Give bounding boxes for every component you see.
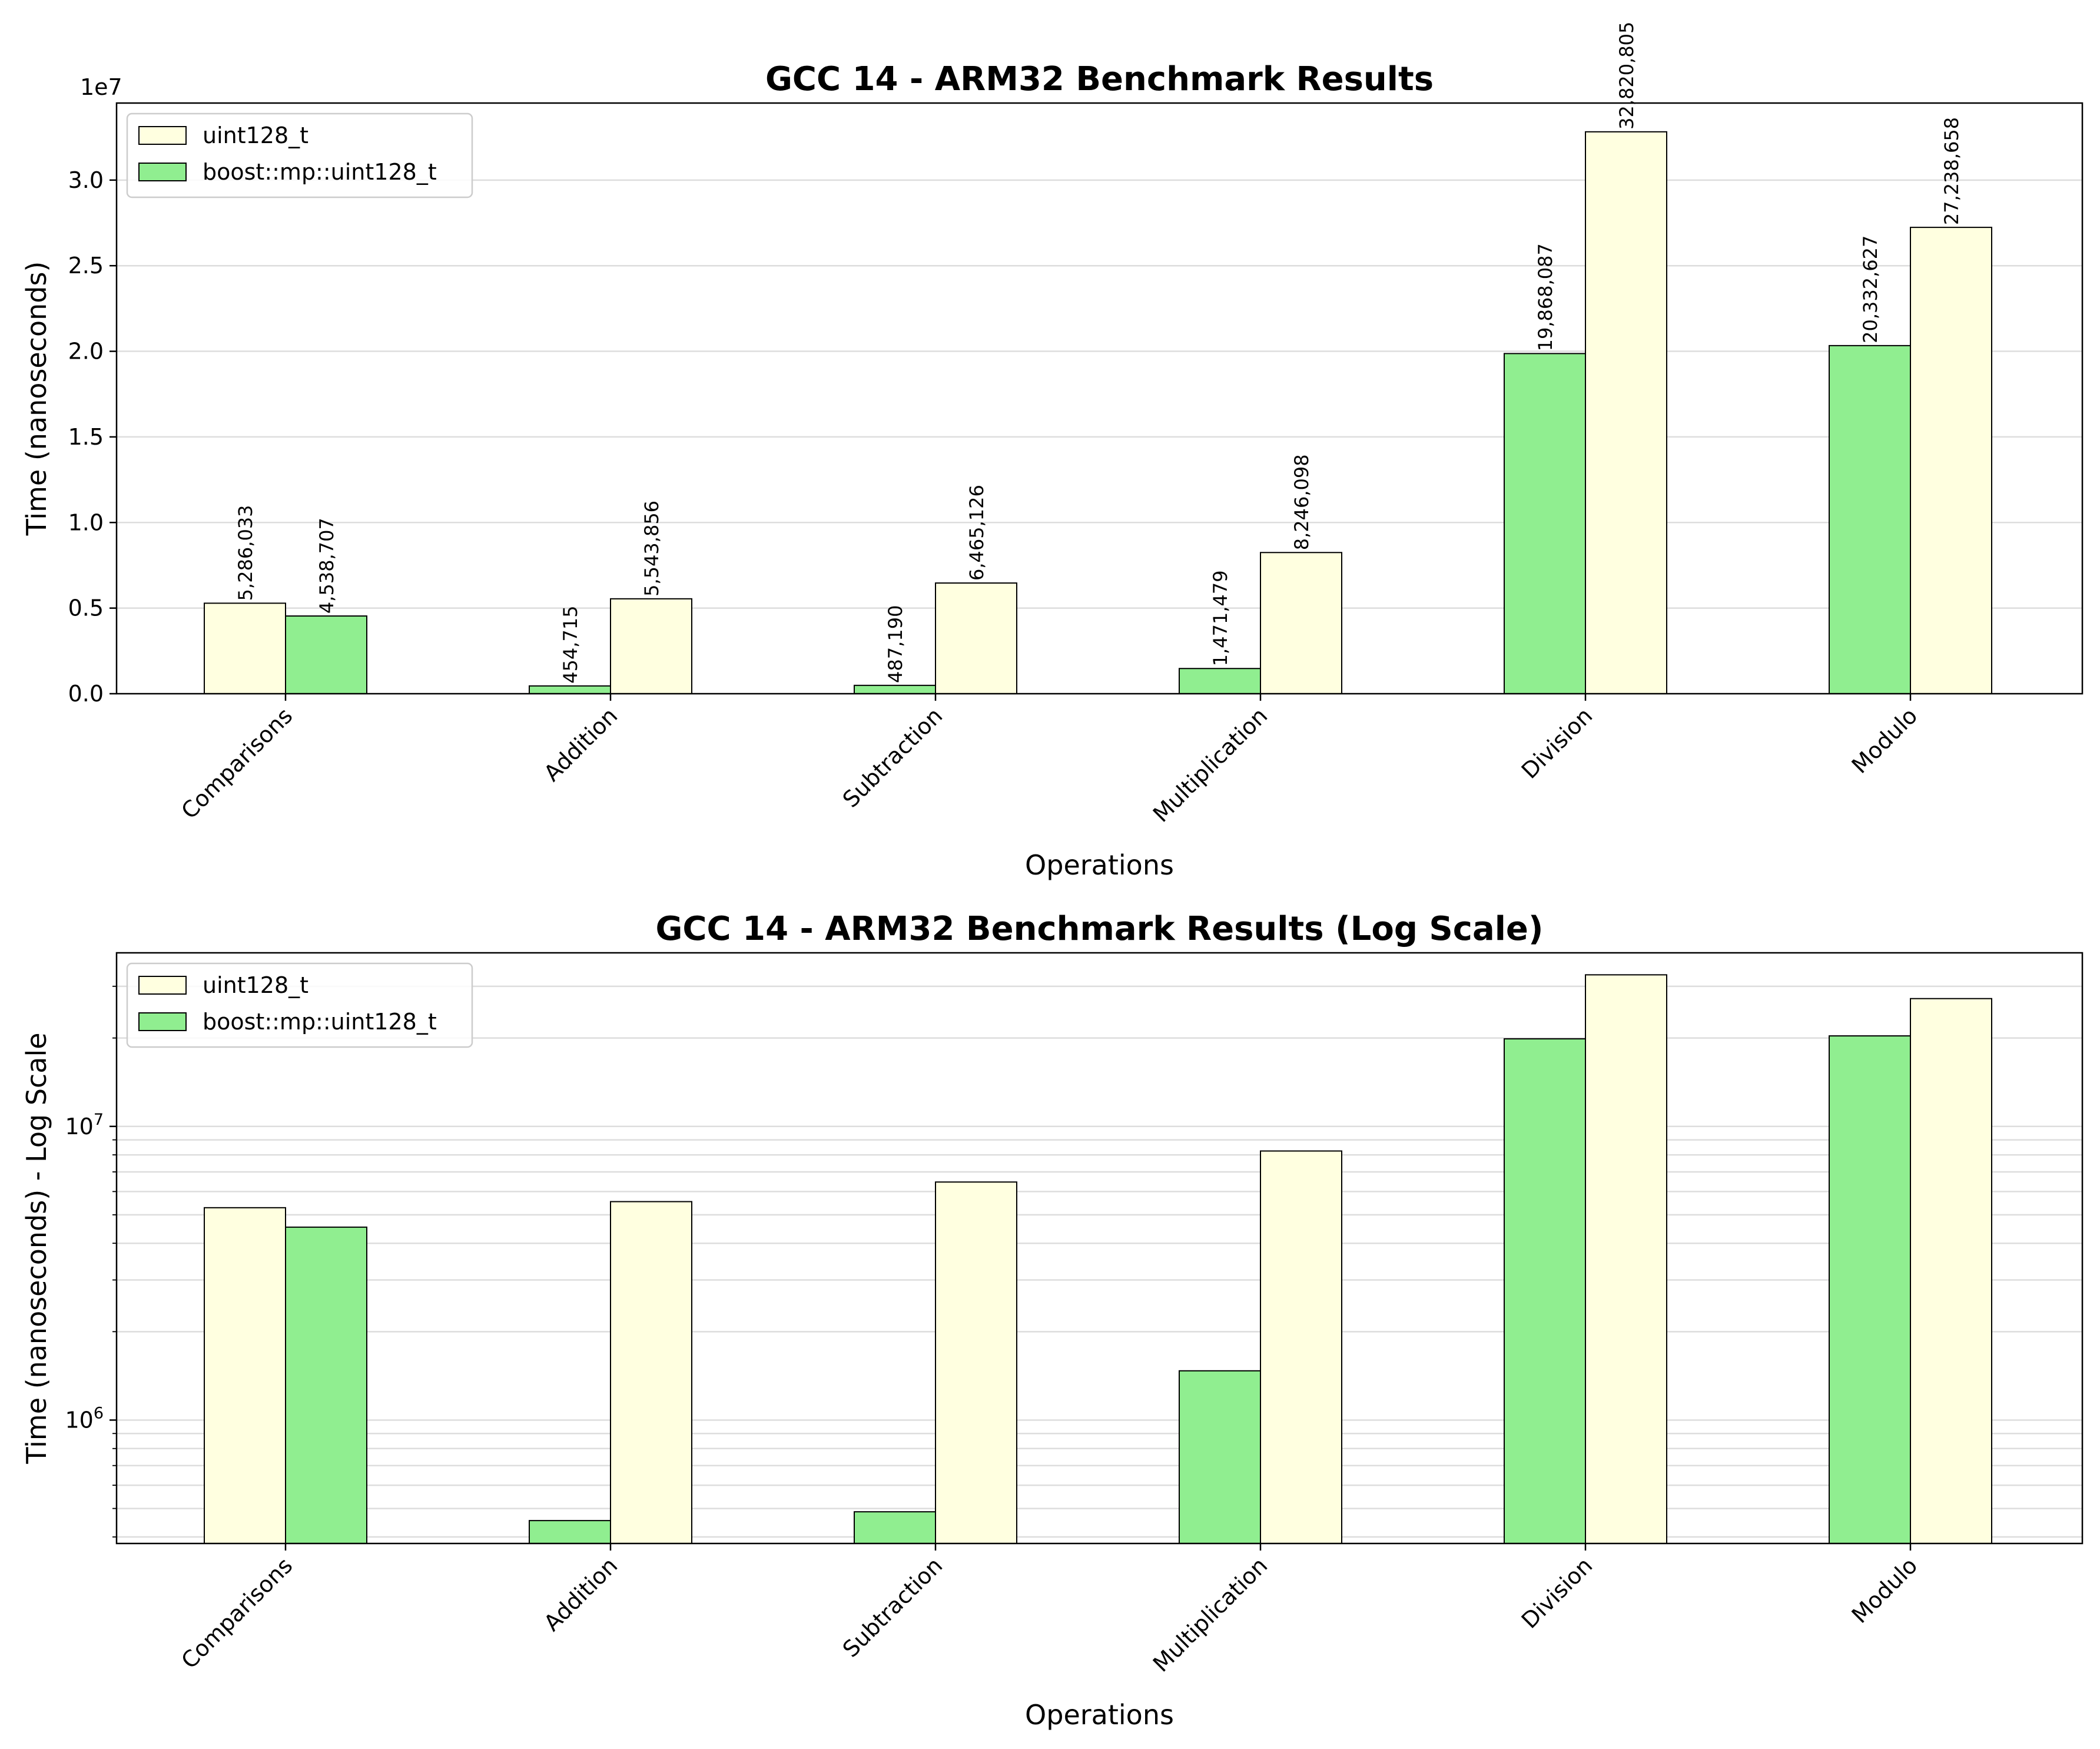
- data-label-uint128-t-comparisons: 5,286,033: [234, 505, 257, 601]
- gridlines: [117, 985, 2082, 1538]
- y-axis-label: Time (nanoseconds) - Log Scale: [21, 1032, 52, 1464]
- bar-boost-mp-uint128-t-multiplication: [1179, 668, 1261, 694]
- data-label-uint128-t-multiplication: 8,246,098: [1290, 454, 1313, 550]
- bar-uint128-t-division: [1585, 131, 1667, 694]
- bar-boost-mp-uint128-t-division: [1504, 353, 1586, 694]
- bar-boost-mp-uint128-t-subtraction: [854, 1511, 936, 1545]
- y-axis: 106 107: [65, 985, 117, 1538]
- x-tick-label-comparisons: Comparisons: [176, 703, 297, 824]
- bar-uint128-t-modulo: [1910, 227, 1992, 694]
- x-tick-label-subtraction: Subtraction: [838, 703, 948, 813]
- x-tick-label-addition: Addition: [539, 703, 622, 786]
- y-tick-label: 1.0: [68, 509, 104, 535]
- plot-frame: [115, 952, 2084, 1545]
- bar-boost-mp-uint128-t-comparisons: [285, 1226, 367, 1544]
- data-label-boost-mp-uint128-t-comparisons: 4,538,707: [316, 518, 338, 614]
- x-tick-label-division: Division: [1517, 1552, 1598, 1634]
- bar-boost-mp-uint128-t-division: [1504, 1038, 1586, 1544]
- bar-boost-mp-uint128-t-comparisons: [285, 615, 367, 694]
- chart-title: GCC 14 - ARM32 Benchmark Results (Log Sc…: [655, 910, 1543, 948]
- data-label-boost-mp-uint128-t-modulo: 20,332,627: [1859, 236, 1882, 343]
- y-tick-label: 1.5: [68, 424, 104, 450]
- legend-swatch-uint128-t: [138, 126, 187, 145]
- bar-boost-mp-uint128-t-addition: [529, 1520, 611, 1545]
- legend-box: [126, 962, 473, 1048]
- bar-uint128-t-subtraction: [935, 1181, 1017, 1544]
- x-tick-label-modulo: Modulo: [1847, 703, 1923, 779]
- y-tick-label: 106: [65, 1404, 104, 1433]
- legend-label-boost-mp-uint128-t: boost::mp::uint128_t: [203, 159, 437, 185]
- x-tick-label-addition: Addition: [539, 1552, 622, 1636]
- x-tick-label-modulo: Modulo: [1847, 1552, 1923, 1628]
- plot-frame: [115, 102, 2084, 695]
- bar-boost-mp-uint128-t-subtraction: [854, 684, 936, 694]
- y-tick-label: 107: [65, 1111, 104, 1140]
- legend-swatch-uint128-t: [138, 976, 187, 995]
- bar-uint128-t-subtraction: [935, 582, 1017, 694]
- y-tick-label: 3.0: [68, 167, 104, 193]
- x-tick-label-comparisons: Comparisons: [176, 1552, 297, 1674]
- data-label-boost-mp-uint128-t-addition: 454,715: [559, 605, 582, 683]
- y-tick-label: 2.0: [68, 339, 104, 365]
- y-offset-label: 1e7: [80, 74, 122, 100]
- x-tick-label-multiplication: Multiplication: [1148, 1552, 1272, 1677]
- legend-swatch-boost-mp-uint128-t: [138, 163, 187, 181]
- y-tick-label: 0.5: [68, 595, 104, 621]
- data-label-boost-mp-uint128-t-multiplication: 1,471,479: [1209, 570, 1232, 666]
- bar-boost-mp-uint128-t-modulo: [1829, 344, 1911, 694]
- bar-boost-mp-uint128-t-modulo: [1829, 1035, 1911, 1544]
- linear-benchmark-chart: 5,286,033 4,538,707 454,715 5,543,856 487,19…: [21, 22, 2084, 881]
- legend-label-uint128-t: uint128_t: [203, 972, 308, 998]
- bar-uint128-t-addition: [610, 1201, 692, 1544]
- bar-uint128-t-comparisons: [204, 1207, 286, 1544]
- bar-uint128-t-comparisons: [204, 602, 286, 695]
- x-axis: Comparisons Addition Subtraction Multiplica…: [176, 694, 1922, 827]
- data-label-uint128-t-division: 32,820,805: [1615, 22, 1638, 130]
- x-tick-label-division: Division: [1517, 703, 1598, 784]
- gridlines: [117, 179, 2082, 609]
- bar-boost-mp-uint128-t-addition: [529, 685, 611, 694]
- bar-uint128-t-modulo: [1910, 998, 1992, 1545]
- x-tick-label-subtraction: Subtraction: [838, 1552, 948, 1662]
- data-label-boost-mp-uint128-t-division: 19,868,087: [1534, 243, 1557, 351]
- x-axis-label: Operations: [1025, 849, 1174, 881]
- bars: [204, 974, 1992, 1545]
- data-label-uint128-t-subtraction: 6,465,126: [966, 485, 988, 581]
- log-benchmark-chart: 106 107 Comparisons Addition Subtraction Mult…: [21, 910, 2084, 1731]
- data-label-uint128-t-addition: 5,543,856: [641, 501, 663, 597]
- bar-uint128-t-multiplication: [1260, 1150, 1342, 1544]
- chart-title: GCC 14 - ARM32 Benchmark Results: [765, 60, 1434, 98]
- legend-label-uint128-t: uint128_t: [203, 122, 308, 148]
- y-tick-label: 0.0: [68, 681, 104, 707]
- x-axis: Comparisons Addition Subtraction Multiplica…: [176, 1543, 1922, 1677]
- bar-uint128-t-multiplication: [1260, 552, 1342, 695]
- bar-boost-mp-uint128-t-multiplication: [1179, 1370, 1261, 1544]
- y-axis-label: Time (nanoseconds): [21, 261, 52, 536]
- bar-uint128-t-division: [1585, 974, 1667, 1545]
- legend-box: [126, 112, 473, 198]
- data-label-boost-mp-uint128-t-subtraction: 487,190: [884, 605, 907, 683]
- x-tick-label-multiplication: Multiplication: [1148, 703, 1272, 827]
- data-label-uint128-t-modulo: 27,238,658: [1940, 117, 1963, 225]
- x-axis-label: Operations: [1025, 1699, 1174, 1731]
- bars: 5,286,033 4,538,707 454,715 5,543,856 487,19…: [204, 22, 1992, 695]
- y-axis: 0.0 0.5 1.0 1.5 2.0 2.5 3.0 1e7: [68, 74, 122, 707]
- legend-swatch-boost-mp-uint128-t: [138, 1012, 187, 1031]
- bar-uint128-t-addition: [610, 598, 692, 695]
- legend-label-boost-mp-uint128-t: boost::mp::uint128_t: [203, 1009, 437, 1035]
- y-tick-label: 2.5: [68, 253, 104, 279]
